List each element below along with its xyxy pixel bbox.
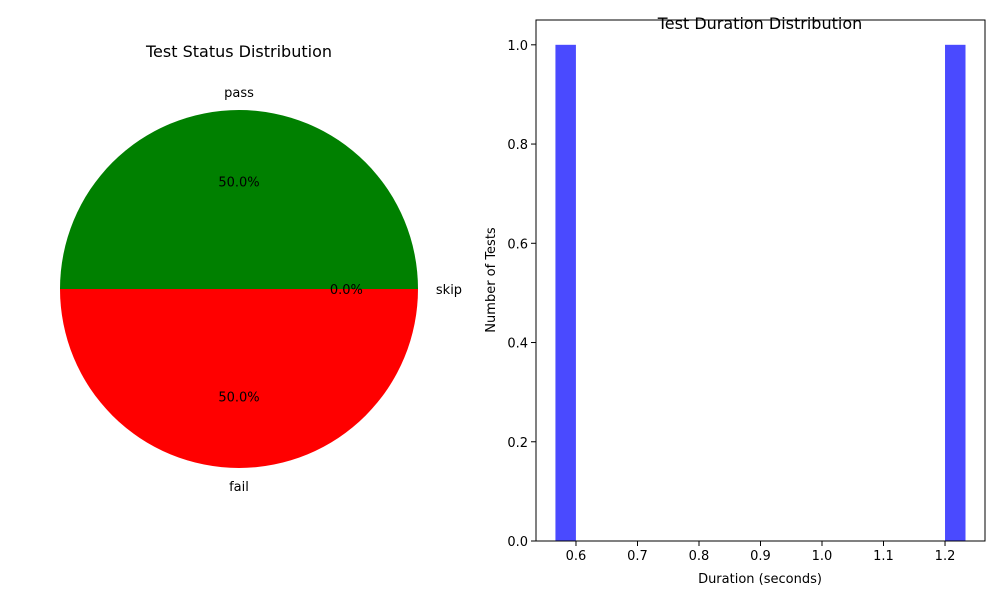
histogram-bar — [555, 44, 576, 542]
y-tick-label: 0.2 — [507, 436, 528, 451]
pie-category-label: fail — [229, 480, 249, 495]
histogram-chart: Test Duration Distribution 0.6 0.7 0.8 0.9 1… — [484, 14, 986, 587]
x-tick-label: 1.1 — [873, 549, 894, 564]
x-axis-ticks: 0.6 0.7 0.8 0.9 1.0 1.1 1.2 — [566, 541, 956, 564]
pie-category-label: skip — [436, 283, 462, 298]
pie-slice-fail — [60, 289, 418, 468]
pie-category-label: pass — [224, 86, 254, 101]
histogram-title: Test Duration Distribution — [657, 14, 863, 33]
pie-chart: Test Status Distribution pass 50.0% fail 50… — [60, 42, 462, 495]
y-tick-label: 0.8 — [507, 138, 528, 153]
y-tick-label: 0.0 — [507, 535, 528, 550]
pie-percent-label: 50.0% — [218, 390, 259, 405]
pie-slice-pass — [60, 110, 418, 289]
x-tick-label: 0.7 — [627, 549, 648, 564]
pie-slices — [60, 110, 418, 468]
x-tick-label: 0.8 — [689, 549, 710, 564]
x-tick-label: 1.2 — [935, 549, 956, 564]
plot-frame — [535, 19, 986, 542]
x-tick-label: 0.9 — [750, 549, 771, 564]
x-tick-label: 0.6 — [566, 549, 587, 564]
pie-labels: pass 50.0% fail 50.0% skip 0.0% — [218, 86, 462, 495]
y-tick-label: 0.4 — [507, 337, 528, 352]
histogram-bar — [945, 44, 966, 542]
y-tick-label: 1.0 — [507, 39, 528, 54]
histogram-bars — [555, 44, 966, 542]
x-tick-label: 1.0 — [812, 549, 833, 564]
x-axis-label: Duration (seconds) — [698, 572, 822, 587]
y-tick-label: 0.6 — [507, 237, 528, 252]
pie-percent-label: 50.0% — [218, 176, 259, 191]
y-axis-label: Number of Tests — [484, 227, 499, 333]
pie-percent-label: 0.0% — [330, 283, 363, 298]
y-axis-ticks: 0.0 0.2 0.4 0.6 0.8 1.0 — [507, 39, 536, 550]
pie-chart-title: Test Status Distribution — [145, 42, 332, 61]
